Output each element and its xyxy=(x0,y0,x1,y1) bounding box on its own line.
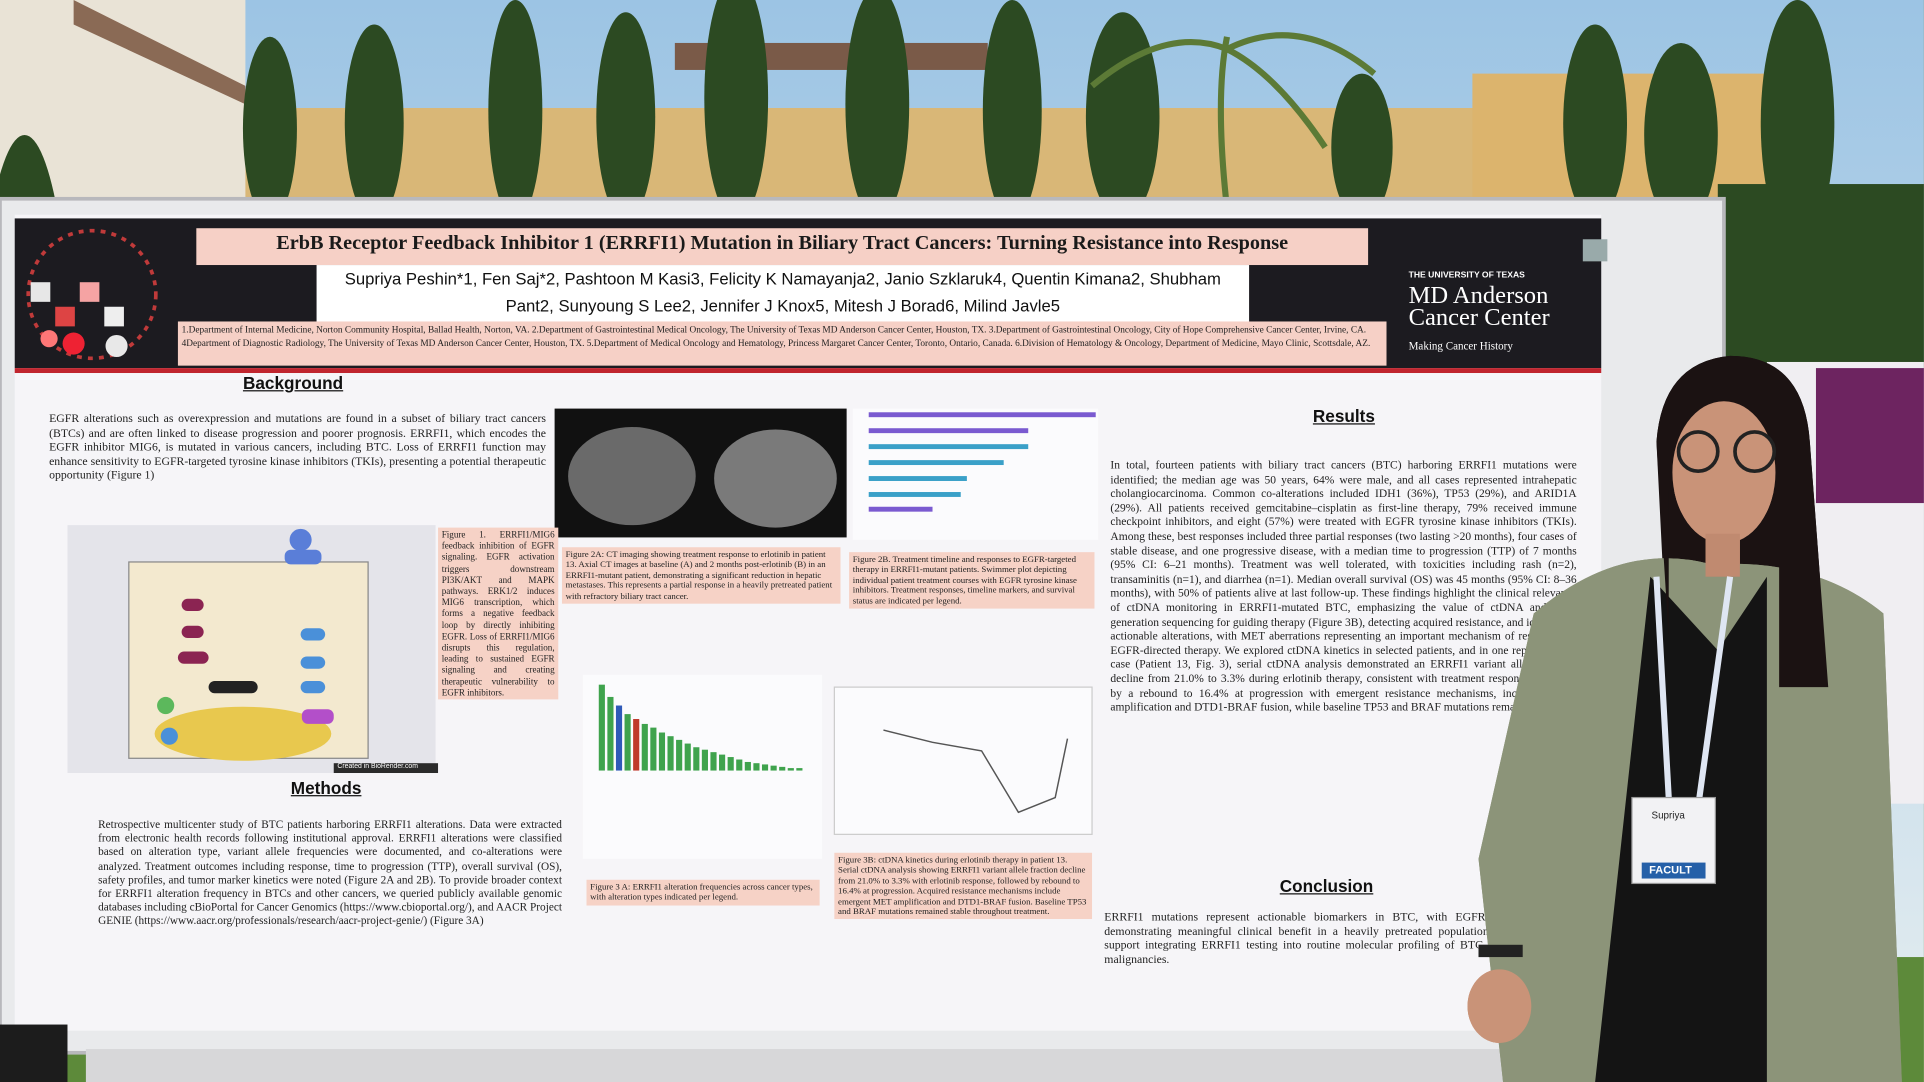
results-text: In total, fourteen patients with biliary… xyxy=(1110,460,1577,715)
ct-a xyxy=(568,426,696,526)
badge-band xyxy=(1641,862,1706,879)
logo-tagline: Making Cancer History xyxy=(1408,339,1513,353)
logo-mosaic xyxy=(26,228,158,361)
pathway-nodes xyxy=(157,528,334,745)
credit-bar xyxy=(333,763,439,774)
hand xyxy=(1467,969,1532,1043)
figure-caption: Figure 1. ERRFI1/MIG6 feedback inhibitio… xyxy=(438,527,559,700)
badge-name: Supriya xyxy=(1651,809,1685,821)
figure-3b xyxy=(833,686,1093,835)
logo-name: MD Anderson xyxy=(1408,282,1549,310)
frequency-bars xyxy=(598,684,803,771)
figure-caption: Figure 2A: CT imaging showing treatment … xyxy=(561,547,841,604)
side-poster-header xyxy=(1815,368,1924,504)
logo-name: Cancer Center xyxy=(1408,304,1550,332)
figure-caption: Figure 3B: ctDNA kinetics during erlotin… xyxy=(834,852,1093,920)
swimmer-lanes xyxy=(868,412,1096,512)
palm xyxy=(1090,32,1377,209)
board-tray xyxy=(85,1049,1534,1082)
watch xyxy=(1478,944,1523,958)
nucleus xyxy=(154,706,332,761)
section-heading: Background xyxy=(242,373,344,393)
authors-box xyxy=(316,265,1250,323)
badge-role: FACULT xyxy=(1649,863,1692,877)
figure-caption: Figure 2B. Treatment timeline and respon… xyxy=(849,552,1095,609)
methods-text: Retrospective multicenter study of BTC p… xyxy=(98,818,562,927)
poster-title: ErbB Receptor Feedback Inhibitor 1 (ERRF… xyxy=(276,230,1289,254)
figure-credit: Created in BioRender.com xyxy=(337,763,418,771)
clip xyxy=(1582,239,1608,262)
ct-b xyxy=(714,429,837,528)
ctdna-line xyxy=(883,729,1069,814)
section-heading: Methods xyxy=(290,777,362,798)
lanyard xyxy=(1653,576,1734,798)
affiliations-box xyxy=(177,321,1387,366)
neck xyxy=(1705,533,1740,577)
title-box xyxy=(196,228,1369,266)
roof xyxy=(73,0,246,105)
chair xyxy=(0,1024,68,1082)
section-heading: Results xyxy=(1312,406,1375,426)
glasses xyxy=(1676,430,1720,474)
authors: Supriya Peshin*1, Fen Saj*2, Pashtoon M … xyxy=(344,269,1221,316)
conclusion-text: ERRFI1 mutations represent actionable bi… xyxy=(1104,910,1571,967)
figure-caption: Figure 3 A: ERRFI1 alteration frequencie… xyxy=(586,879,820,906)
header-rule xyxy=(14,368,1602,374)
face xyxy=(1672,401,1776,544)
affiliations: 1.Department of Internal Medicine, Norto… xyxy=(181,323,1371,348)
logo-line: THE UNIVERSITY OF TEXAS xyxy=(1408,271,1525,280)
background-text: EGFR alterations such as overexpression … xyxy=(49,412,547,483)
section-heading: Conclusion xyxy=(1279,876,1374,896)
glasses xyxy=(1733,430,1777,474)
